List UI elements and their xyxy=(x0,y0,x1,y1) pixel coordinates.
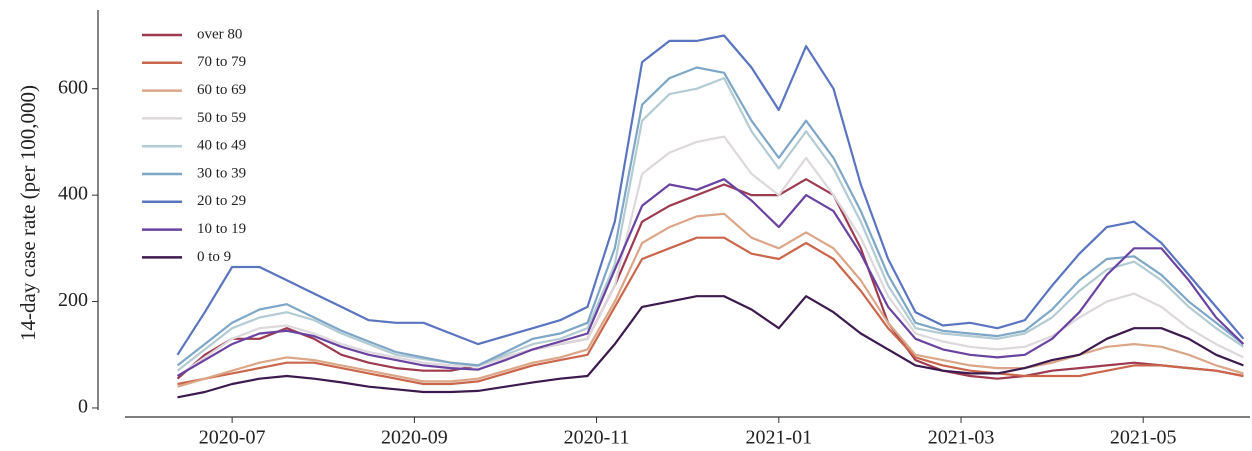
line-series xyxy=(177,212,1244,388)
y-tick-label: 400 xyxy=(58,183,88,205)
y-axis-label: 14-day case rate (per 100,000) xyxy=(16,85,40,341)
y-tick-label: 0 xyxy=(78,396,88,418)
x-tick-label: 2021-05 xyxy=(1110,427,1177,449)
line-series xyxy=(176,77,1245,372)
legend-label: over 80 xyxy=(197,26,242,42)
line-series xyxy=(176,135,1244,377)
legend-label: 70 to 79 xyxy=(197,54,246,70)
line-series xyxy=(176,34,1245,356)
y-tick-label: 200 xyxy=(58,289,88,311)
x-tick-label: 2021-03 xyxy=(928,427,995,449)
legend-label: 30 to 39 xyxy=(197,165,246,181)
legend-label: 60 to 69 xyxy=(197,82,246,98)
y-tick-label: 600 xyxy=(58,76,88,98)
legend-label: 20 to 29 xyxy=(197,193,246,209)
line-series xyxy=(177,236,1244,386)
line-series xyxy=(177,295,1244,399)
x-tick-label: 2020-07 xyxy=(199,427,266,449)
line-series xyxy=(176,66,1245,367)
line-series xyxy=(176,178,1244,380)
legend-label: 40 to 49 xyxy=(197,138,246,154)
line-series xyxy=(176,178,1245,377)
x-tick-label: 2020-09 xyxy=(381,427,448,449)
legend-label: 10 to 19 xyxy=(197,221,246,237)
legend-label: 50 to 59 xyxy=(197,110,246,126)
legend-label: 0 to 9 xyxy=(197,249,231,265)
x-tick-label: 2020-11 xyxy=(564,427,630,449)
x-tick-label: 2021-01 xyxy=(745,427,812,449)
